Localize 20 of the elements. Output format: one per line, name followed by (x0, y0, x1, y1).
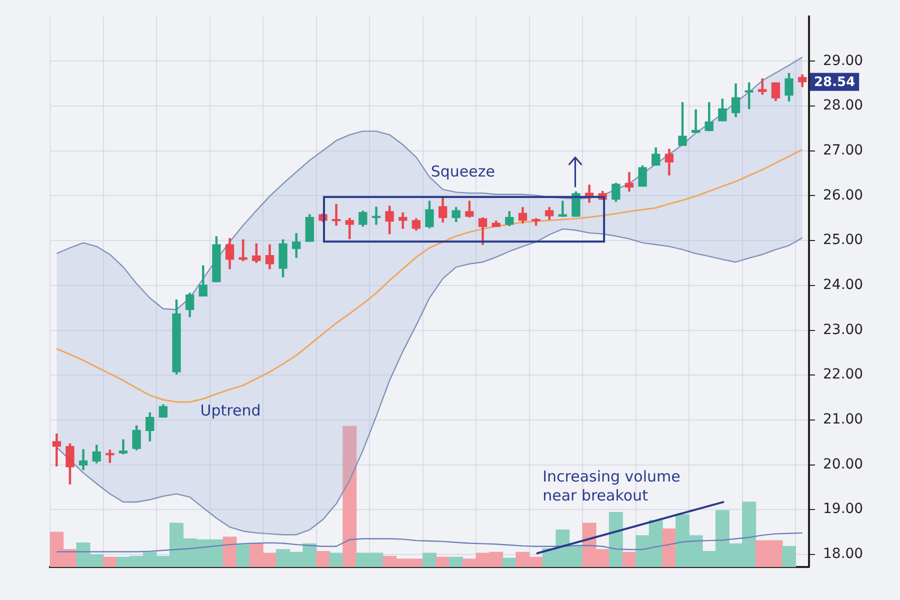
y-tick-label: 29.00 (823, 52, 864, 69)
annotation: Increasing volume near breakout (542, 468, 680, 505)
annotation: Uptrend (200, 402, 261, 420)
candlestick (372, 206, 381, 225)
y-tick-label: 26.00 (823, 187, 864, 204)
text: 28.54 (814, 75, 856, 90)
y-tick-label: 28.00 (823, 98, 864, 114)
y-tick-label: 27.00 (823, 142, 864, 159)
y-tick-label: 19.00 (823, 501, 864, 518)
candlestick (332, 204, 341, 226)
candlestick (691, 109, 700, 133)
y-tick-label: 25.00 (823, 232, 864, 248)
y-tick-label: 21.00 (823, 412, 864, 428)
candlestick (52, 434, 61, 466)
y-tick-label: 18.00 (823, 546, 864, 562)
annotation: Squeeze (430, 162, 495, 181)
y-tick-label: 23.00 (823, 322, 864, 338)
y-tick-label: 22.00 (823, 366, 864, 383)
y-tick-label: 20.00 (823, 456, 864, 472)
y-tick-label: 24.00 (823, 277, 864, 294)
